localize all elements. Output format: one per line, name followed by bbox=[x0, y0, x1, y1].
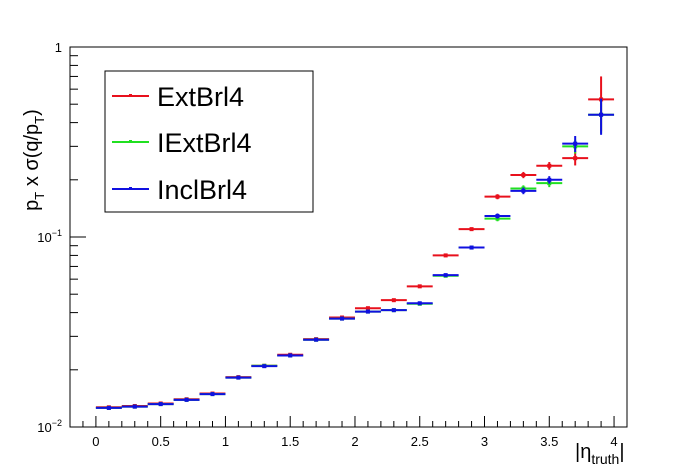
data-point bbox=[380, 298, 407, 303]
data-point bbox=[588, 98, 615, 135]
point-marker bbox=[288, 353, 293, 358]
data-point bbox=[354, 306, 381, 311]
data-point bbox=[406, 284, 433, 289]
x-tick-label: 0.5 bbox=[152, 434, 170, 449]
point-marker bbox=[495, 194, 500, 199]
x-tick-label: 2.5 bbox=[411, 434, 429, 449]
point-marker bbox=[391, 298, 396, 303]
y-axis-title: pT x σ(q/pT) bbox=[21, 109, 47, 211]
data-point bbox=[484, 213, 511, 219]
y-axis-tick-labels: 10−2 10−1 1 bbox=[37, 40, 62, 435]
point-marker bbox=[158, 402, 163, 407]
data-point bbox=[484, 194, 511, 200]
data-point bbox=[147, 402, 174, 407]
legend-marker bbox=[129, 140, 132, 143]
legend-entry-inclbrl4: InclBrl4 bbox=[112, 175, 247, 205]
x-tick-label: 4 bbox=[610, 434, 617, 449]
legend-marker bbox=[129, 187, 132, 190]
point-marker bbox=[340, 316, 345, 321]
data-point bbox=[303, 337, 330, 342]
y-tick-label: 10−2 bbox=[37, 418, 62, 435]
point-marker bbox=[495, 213, 500, 218]
legend-marker bbox=[129, 94, 132, 97]
data-point bbox=[95, 405, 122, 410]
point-marker bbox=[391, 308, 396, 313]
point-marker bbox=[106, 405, 111, 410]
point-marker bbox=[521, 188, 526, 193]
point-marker bbox=[184, 397, 189, 402]
point-marker bbox=[573, 156, 578, 161]
data-point bbox=[406, 301, 433, 306]
data-point bbox=[562, 151, 589, 166]
data-point bbox=[510, 171, 537, 179]
data-point bbox=[277, 353, 304, 358]
data-point bbox=[432, 253, 459, 258]
point-marker bbox=[262, 364, 267, 369]
x-tick-label: 0 bbox=[92, 434, 99, 449]
point-marker bbox=[236, 375, 241, 380]
point-marker bbox=[469, 227, 474, 232]
data-point bbox=[510, 187, 537, 195]
data-point bbox=[329, 316, 355, 321]
point-marker bbox=[443, 253, 448, 258]
data-point bbox=[380, 308, 407, 313]
legend-label: IExtBrl4 bbox=[157, 128, 252, 158]
y-tick-label: 10−1 bbox=[37, 228, 62, 245]
data-point bbox=[458, 227, 485, 232]
data-point bbox=[251, 364, 278, 369]
y-axis-ticks bbox=[70, 46, 86, 428]
point-marker bbox=[573, 141, 578, 146]
point-marker bbox=[547, 163, 552, 168]
data-point bbox=[458, 245, 485, 250]
data-point bbox=[173, 397, 200, 402]
y-tick-label: 1 bbox=[55, 40, 62, 55]
data-point bbox=[121, 404, 148, 409]
x-tick-label: 1.5 bbox=[281, 434, 299, 449]
point-marker bbox=[365, 309, 370, 314]
legend-label: ExtBrl4 bbox=[157, 82, 244, 112]
data-point bbox=[536, 176, 563, 184]
data-point bbox=[536, 162, 563, 170]
point-marker bbox=[547, 177, 552, 182]
point-marker bbox=[314, 337, 319, 342]
point-marker bbox=[521, 172, 526, 177]
x-tick-label: 3.5 bbox=[540, 434, 558, 449]
point-marker bbox=[599, 112, 604, 117]
point-marker bbox=[365, 306, 370, 311]
data-point bbox=[432, 273, 459, 278]
x-tick-label: 3 bbox=[481, 434, 488, 449]
data-point bbox=[225, 375, 252, 380]
x-axis-ticks bbox=[69, 416, 628, 427]
point-marker bbox=[469, 245, 474, 250]
x-tick-label: 1 bbox=[222, 434, 229, 449]
x-axis-tick-labels: 0 0.5 1 1.5 2 2.5 3 3.5 4 bbox=[92, 434, 617, 449]
data-point bbox=[199, 392, 226, 397]
data-point bbox=[354, 309, 381, 314]
legend: ExtBrl4 IExtBrl4 InclBrl4 bbox=[104, 70, 314, 213]
point-marker bbox=[417, 284, 422, 289]
legend-entry-extbrl4: ExtBrl4 bbox=[112, 82, 244, 112]
point-marker bbox=[443, 273, 448, 278]
x-tick-label: 2 bbox=[351, 434, 358, 449]
series-inclbrl4 bbox=[95, 98, 615, 410]
data-series bbox=[95, 76, 615, 410]
legend-label: InclBrl4 bbox=[157, 175, 247, 205]
data-point bbox=[562, 136, 589, 153]
point-marker bbox=[417, 301, 422, 306]
point-marker bbox=[210, 392, 215, 397]
point-marker bbox=[132, 404, 137, 409]
legend-entry-iextbrl4: IExtBrl4 bbox=[112, 128, 252, 158]
